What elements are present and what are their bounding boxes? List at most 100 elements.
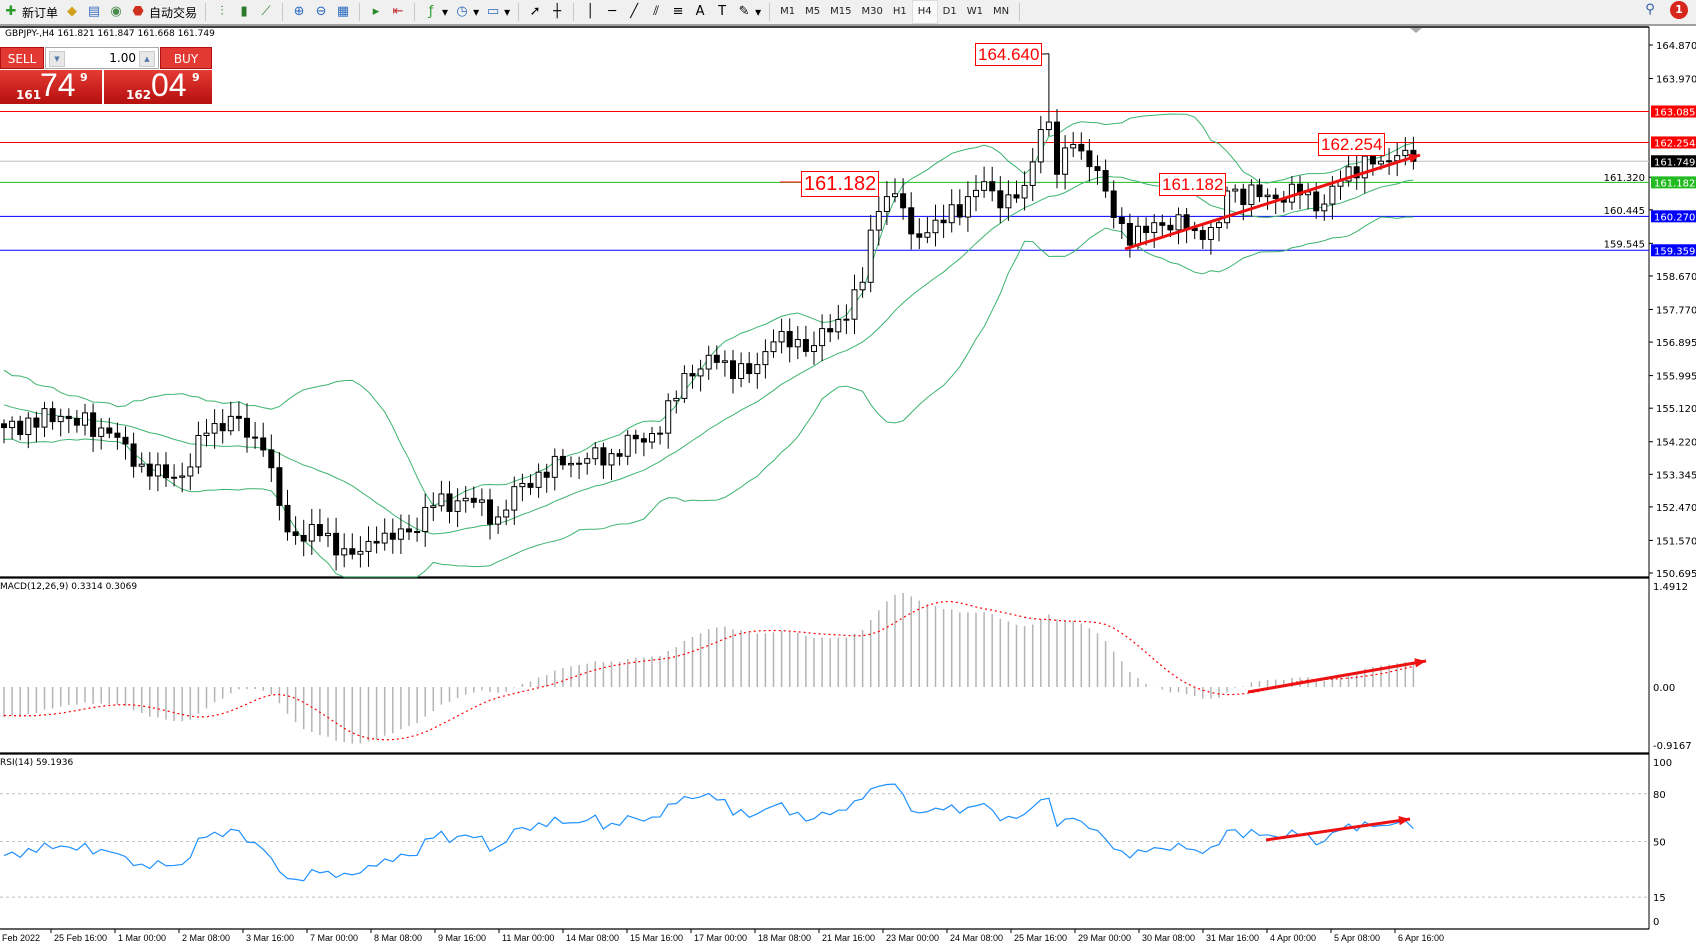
- candle-body: [616, 453, 623, 457]
- signal-button[interactable]: ◉: [105, 1, 127, 23]
- candle: [973, 175, 979, 212]
- candle: [268, 434, 275, 482]
- timeframe-d1[interactable]: D1: [942, 6, 957, 17]
- candle: [1337, 170, 1344, 200]
- timeframe-m15[interactable]: M15: [830, 6, 852, 17]
- candle: [146, 452, 153, 490]
- trendline-button[interactable]: ╱: [623, 1, 645, 23]
- candle-body: [535, 471, 542, 488]
- fib-left-annotation[interactable]: 161.182: [801, 171, 880, 197]
- candle-body: [940, 219, 947, 224]
- tile-windows-button[interactable]: ▦: [332, 1, 354, 23]
- lot-value[interactable]: 1.00: [109, 51, 136, 65]
- candle-body: [1110, 190, 1117, 218]
- time-tick-label: 17 Mar 00:00: [694, 933, 747, 943]
- line-chart-button[interactable]: ⟋: [255, 1, 277, 23]
- candle-body: [794, 339, 801, 348]
- candle-body: [122, 436, 129, 445]
- timeframe-h4[interactable]: H4: [911, 0, 938, 24]
- lot-increase-icon[interactable]: ▲: [139, 51, 155, 67]
- candle: [454, 488, 461, 528]
- fibonacci-button[interactable]: ≡: [667, 1, 689, 23]
- candle-body: [1386, 160, 1393, 163]
- sell-button[interactable]: SELL: [0, 47, 44, 69]
- candle: [1199, 224, 1206, 249]
- candle: [1143, 217, 1150, 246]
- crosshair-icon: ┼: [553, 4, 562, 19]
- text-button[interactable]: A: [689, 1, 711, 23]
- navigator-button[interactable]: ◆: [61, 1, 83, 23]
- candle: [851, 274, 858, 334]
- periods-button[interactable]: ◷ ▾: [451, 1, 482, 23]
- channel-button[interactable]: ⫽: [645, 1, 667, 23]
- auto-trading-button[interactable]: ⬣ 自动交易: [127, 1, 200, 23]
- timeframe-m30[interactable]: M30: [861, 6, 883, 17]
- templates-button[interactable]: ▭ ▾: [486, 4, 511, 19]
- separator: [282, 3, 284, 21]
- toolbar-right: ⚲ 1: [1642, 1, 1688, 19]
- time-tick-label: 29 Mar 00:00: [1078, 933, 1131, 943]
- vertical-line-button[interactable]: │: [579, 1, 601, 23]
- candlestick-button[interactable]: ▮: [233, 1, 255, 23]
- fib-right-annotation[interactable]: 161.182: [1159, 173, 1227, 196]
- new-order-button[interactable]: ✚ 新订单: [0, 1, 61, 23]
- candle-body: [892, 193, 898, 198]
- time-tick-label: 8 Mar 08:00: [374, 933, 422, 943]
- candle-body: [163, 464, 169, 479]
- candle: [1175, 207, 1182, 245]
- notification-badge[interactable]: 1: [1670, 1, 1688, 19]
- horizontal-line-button[interactable]: ─: [601, 1, 623, 23]
- candle: [381, 518, 388, 551]
- candle: [689, 364, 696, 389]
- candle-body: [900, 193, 907, 209]
- bar-chart-button[interactable]: ⫶: [211, 1, 233, 23]
- zoom-in-button[interactable]: ⊕: [288, 1, 310, 23]
- peak-price-annotation[interactable]: 164.640: [975, 43, 1043, 66]
- autoscroll-button[interactable]: ▸: [365, 1, 387, 23]
- arrow-head: [1414, 658, 1426, 668]
- candle: [551, 448, 558, 491]
- text-label-button[interactable]: T: [711, 1, 733, 23]
- buy-button[interactable]: BUY: [160, 47, 212, 69]
- terminal-button[interactable]: ▤: [83, 1, 105, 23]
- timeframe-m5[interactable]: M5: [805, 6, 821, 17]
- candle-body: [495, 516, 502, 525]
- search-icon[interactable]: ⚲: [1645, 2, 1655, 17]
- arrows-button[interactable]: ✎ ▾: [733, 1, 764, 23]
- sell-price-button[interactable]: 161 74 9: [0, 67, 102, 104]
- high-right-annotation[interactable]: 162.254: [1318, 133, 1386, 156]
- crosshair-button[interactable]: ┼: [546, 1, 568, 23]
- candle-body: [1159, 222, 1166, 226]
- candle-body: [130, 443, 137, 467]
- candle: [576, 456, 583, 480]
- timeframe-w1[interactable]: W1: [966, 6, 983, 17]
- candle: [138, 452, 145, 473]
- candle: [1, 419, 7, 444]
- buy-price-button[interactable]: 162 04 9: [104, 67, 212, 104]
- lot-decrease-icon[interactable]: ▼: [49, 51, 65, 67]
- candle: [308, 508, 315, 555]
- candle-body: [292, 531, 299, 536]
- candle-body: [551, 455, 558, 478]
- candle-body: [1143, 225, 1150, 233]
- timeframe-mn[interactable]: MN: [992, 6, 1010, 17]
- candle: [211, 409, 218, 449]
- chart-shift-button[interactable]: ⇤: [387, 1, 409, 23]
- candle: [495, 506, 502, 534]
- separator: [769, 3, 771, 21]
- candle-body: [1045, 121, 1052, 131]
- timeframe-m1[interactable]: M1: [780, 6, 796, 17]
- timeframe-h1[interactable]: H1: [892, 6, 907, 17]
- candle: [681, 365, 688, 403]
- time-tick-label: 25 Mar 16:00: [1014, 933, 1067, 943]
- candle-body: [1062, 147, 1069, 175]
- candle: [252, 421, 259, 449]
- zoom-out-button[interactable]: ⊖: [310, 1, 332, 23]
- candle: [462, 486, 469, 513]
- lot-size-input[interactable]: ▼ 1.00 ▲: [45, 47, 159, 69]
- candle: [721, 350, 728, 377]
- cursor-button[interactable]: ➚: [524, 1, 546, 23]
- candle: [503, 499, 510, 526]
- indicators-button[interactable]: ƒ ▾: [420, 1, 451, 23]
